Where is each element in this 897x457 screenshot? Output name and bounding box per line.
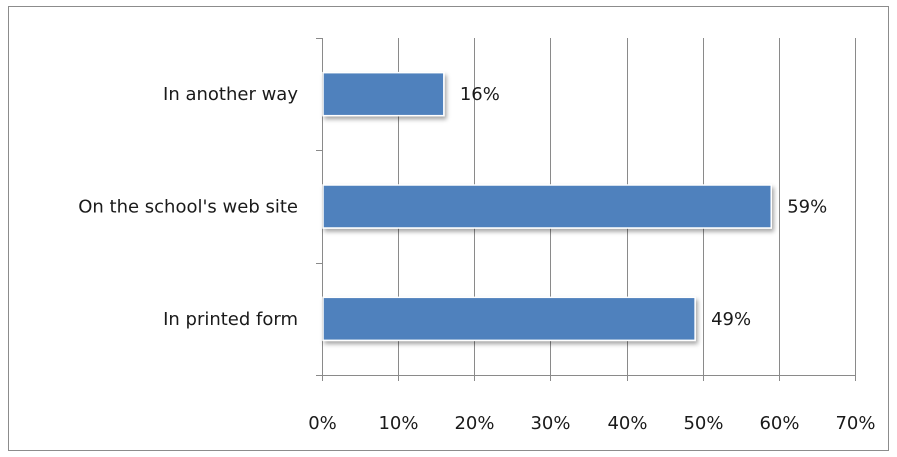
bar [322, 296, 696, 342]
x-tick-label: 60% [759, 413, 799, 434]
x-tick-label: 50% [683, 413, 723, 434]
bar [322, 71, 445, 117]
x-tick-label: 70% [835, 413, 875, 434]
bars [322, 71, 772, 342]
category-label: In printed form [163, 309, 298, 330]
data-label: 59% [787, 197, 827, 218]
category-label: In another way [163, 84, 298, 105]
category-label: On the school's web site [78, 197, 298, 218]
x-tick-label: 10% [378, 413, 418, 434]
data-label: 16% [460, 84, 500, 105]
bar [322, 184, 772, 229]
x-tick-label: 40% [607, 413, 647, 434]
labels: 0% 10% 20% 30% 40% 50% 60% 70% In another way 16%… [78, 84, 875, 434]
data-label: 49% [711, 309, 751, 330]
x-tick-label: 30% [530, 413, 570, 434]
x-tick-label: 20% [454, 413, 494, 434]
x-tick-label: 0% [308, 413, 337, 434]
